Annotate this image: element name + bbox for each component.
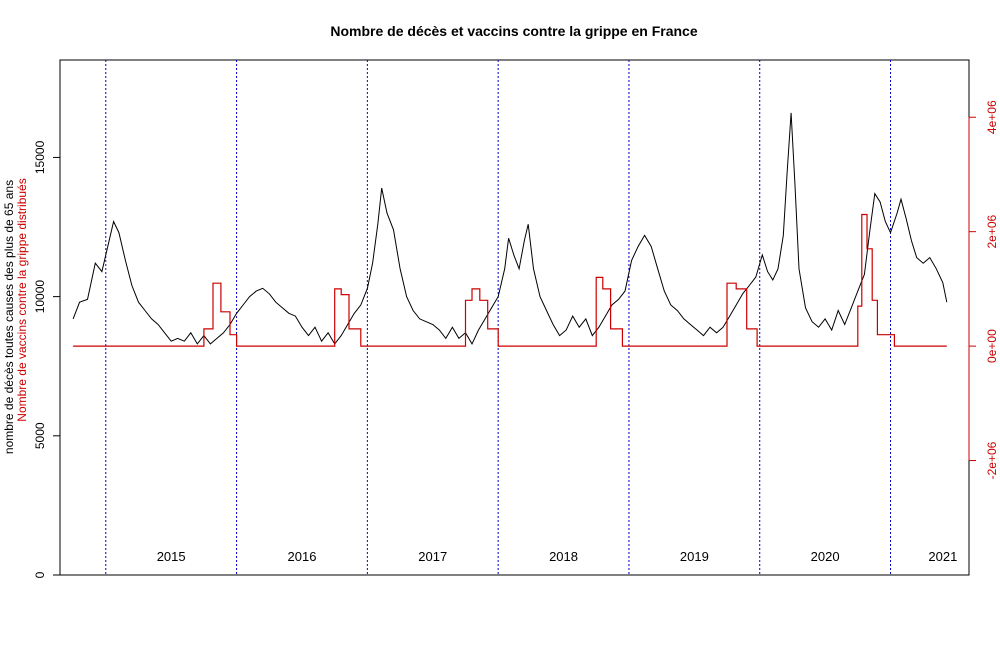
year-boundary-lines xyxy=(105,60,892,575)
vaccines-axis-label: Nombre de vaccins contre la grippe distr… xyxy=(15,178,29,421)
year-label: 2016 xyxy=(288,549,317,564)
left-axis-tick-label: 10000 xyxy=(33,280,47,314)
vaccines-series-line xyxy=(73,213,947,347)
chart-title: Nombre de décès et vaccins contre la gri… xyxy=(330,23,697,39)
right-y-axis: -2e+06 0e+00 2e+06 4e+06 xyxy=(968,100,999,479)
year-labels: 2015 2016 2017 2018 2019 2020 2021 xyxy=(157,549,958,564)
left-axis-tick-label: 5000 xyxy=(33,422,47,449)
right-axis-tick-label: 2e+06 xyxy=(985,214,999,248)
year-label: 2021 xyxy=(928,549,957,564)
year-label: 2020 xyxy=(811,549,840,564)
left-axis-tick-label: 15000 xyxy=(33,140,47,174)
right-axis-tick-label: 4e+06 xyxy=(985,100,999,134)
left-axis-label: nombre de décès toutes causes des plus d… xyxy=(2,180,16,454)
year-label: 2018 xyxy=(549,549,578,564)
overlay-axis-label-group: Nombre de vaccins contre la grippe distr… xyxy=(15,178,29,421)
year-label: 2015 xyxy=(157,549,186,564)
left-y-axis: 0 5000 10000 15000 xyxy=(33,140,61,578)
right-axis-tick-label: -2e+06 xyxy=(985,441,999,479)
deaths-series-line xyxy=(72,112,948,345)
left-axis-label-group: nombre de décès toutes causes des plus d… xyxy=(2,180,16,454)
year-label: 2017 xyxy=(418,549,447,564)
year-label: 2019 xyxy=(680,549,709,564)
right-axis-tick-label: 0e+00 xyxy=(985,329,999,363)
left-axis-tick-label: 0 xyxy=(33,571,47,578)
